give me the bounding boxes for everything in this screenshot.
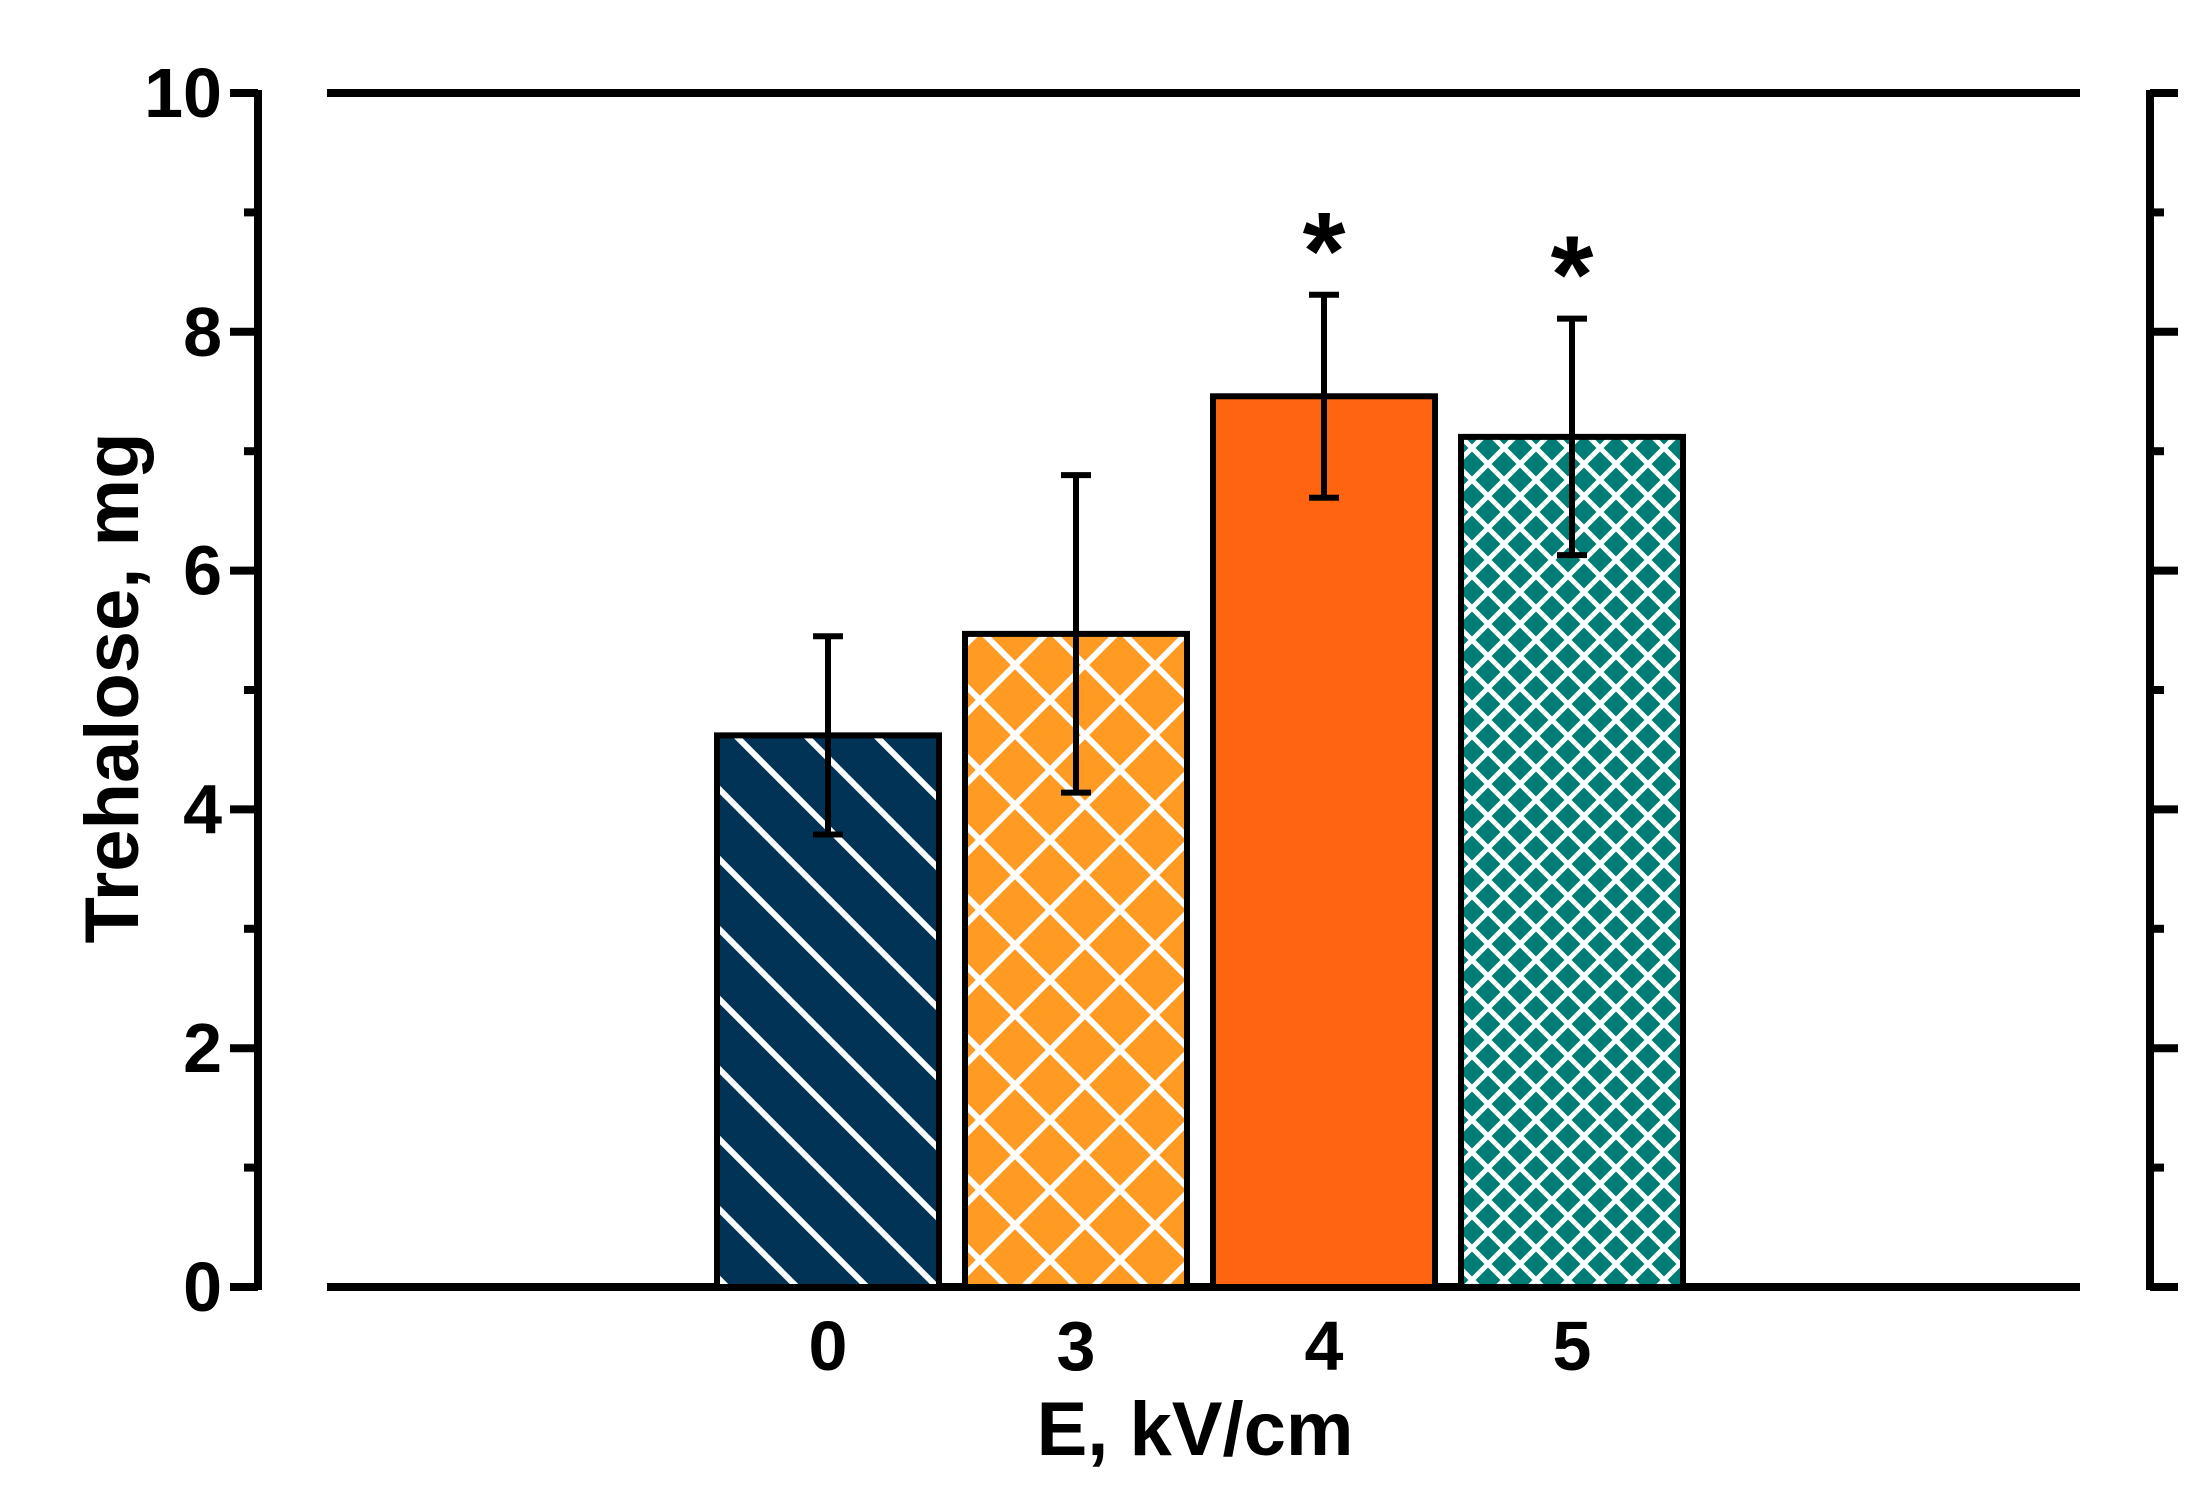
bar-4 (1210, 393, 1438, 1290)
y-tick-label: 0 (183, 1248, 222, 1326)
x-tick-label: 3 (1057, 1307, 1096, 1385)
significance-marker: * (1303, 190, 1346, 313)
labels: 0 2 4 6 8 10 0 3 * 4 * 5 (144, 54, 1593, 1385)
axis-ticks (230, 89, 2178, 1291)
significance-marker: * (1551, 214, 1594, 337)
x-tick-label: 0 (809, 1307, 848, 1385)
error-bar-3 (1061, 472, 1091, 796)
y-tick-label: 4 (183, 770, 222, 848)
bars (714, 393, 1686, 1290)
y-tick-label: 2 (183, 1009, 222, 1087)
error-bar-0 (813, 633, 843, 838)
y-axis-label: Trehalose, mg (70, 432, 155, 943)
x-axis-label: E, kV/cm (1037, 1387, 1354, 1472)
y-tick-label: 6 (183, 532, 222, 610)
error-bar-5 (1557, 315, 1587, 559)
x-tick-label: 5 (1553, 1307, 1592, 1385)
x-tick-label: 4 (1305, 1307, 1344, 1385)
error-bars (813, 291, 1587, 838)
bar-5 (1458, 433, 1686, 1290)
y-tick-label: 10 (144, 54, 222, 132)
y-tick-label: 8 (183, 293, 222, 371)
error-bar-4 (1309, 291, 1339, 501)
axes-frame (254, 89, 2154, 1291)
